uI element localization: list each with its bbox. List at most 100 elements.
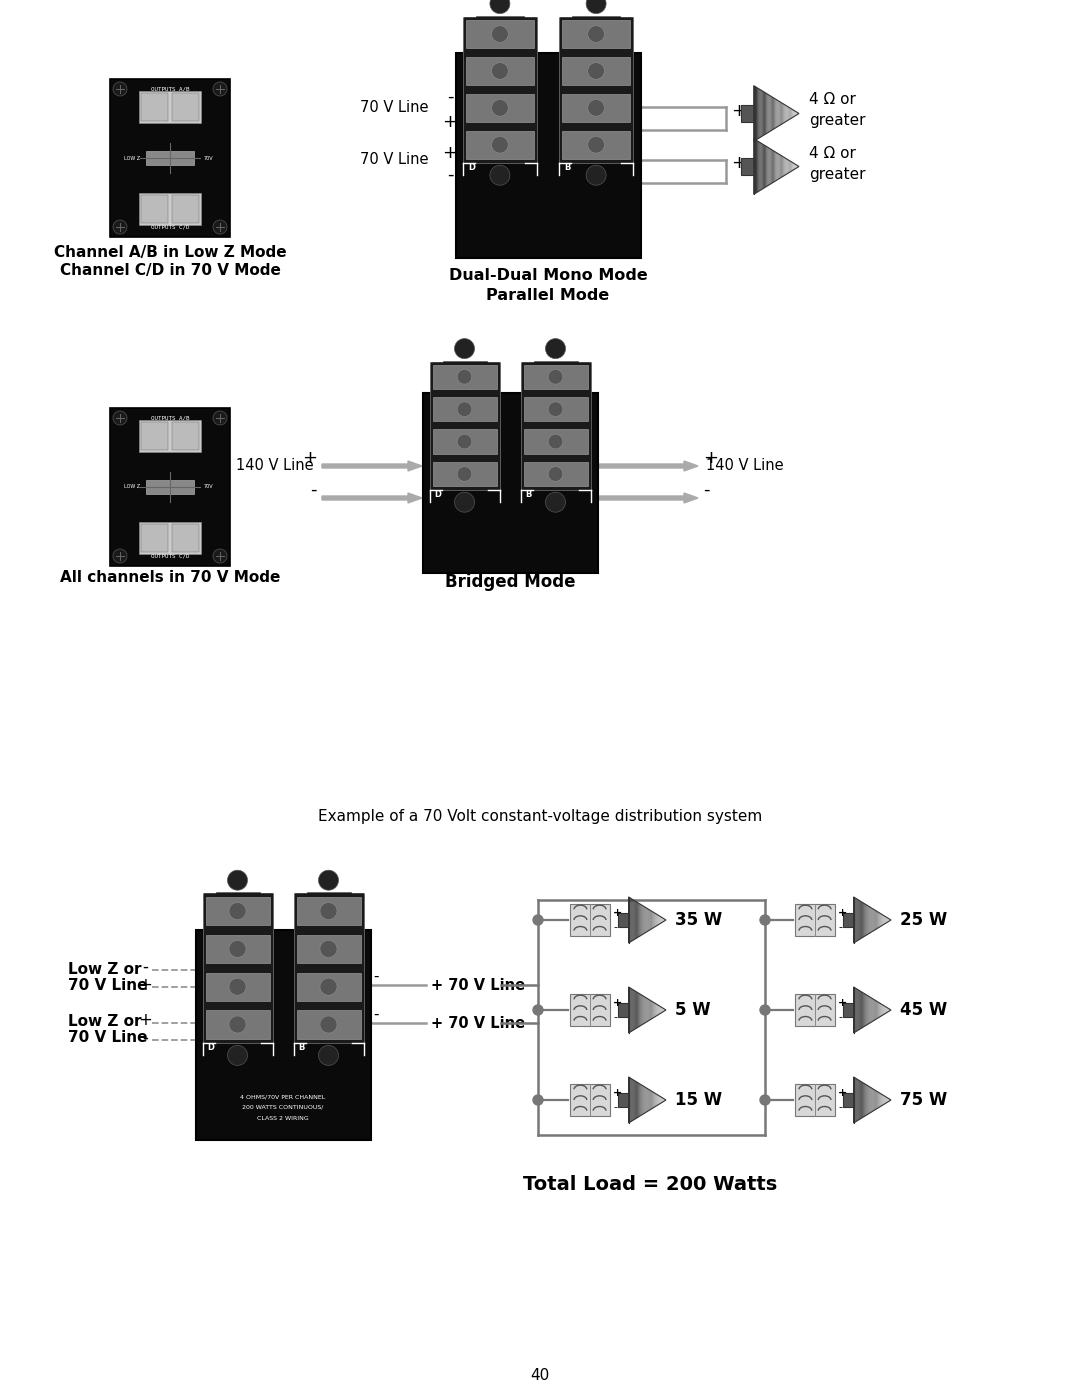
Polygon shape [765, 92, 766, 134]
Text: Example of a 70 Volt constant-voltage distribution system: Example of a 70 Volt constant-voltage di… [318, 809, 762, 824]
Bar [110, 80, 230, 237]
Polygon shape [762, 91, 764, 136]
Polygon shape [759, 142, 760, 191]
Text: +: + [443, 113, 458, 131]
Bar [570, 904, 610, 936]
Circle shape [320, 902, 337, 919]
Bar [172, 524, 199, 552]
Text: 4 OHMS/70V PER CHANNEL: 4 OHMS/70V PER CHANNEL [241, 1094, 326, 1099]
Text: Low Z or: Low Z or [68, 1014, 141, 1030]
Text: + 70 V Line: + 70 V Line [431, 978, 525, 992]
Text: 5 W: 5 W [675, 1002, 711, 1018]
Bar [562, 20, 630, 47]
Text: +: + [302, 448, 318, 467]
Polygon shape [758, 88, 759, 138]
Text: -: - [447, 88, 454, 106]
Bar [741, 158, 754, 175]
Polygon shape [767, 94, 769, 133]
Polygon shape [754, 85, 755, 141]
Circle shape [229, 978, 246, 995]
Text: Dual-Dual Mono Mode: Dual-Dual Mono Mode [448, 268, 647, 284]
Text: ⚡: ⚡ [568, 344, 576, 353]
Circle shape [534, 1004, 543, 1016]
Text: Parallel Mode: Parallel Mode [486, 288, 609, 303]
Circle shape [213, 549, 227, 563]
Text: A: A [564, 7, 570, 17]
Circle shape [549, 370, 563, 384]
Bar [172, 94, 199, 120]
Text: ⚡: ⚡ [477, 344, 484, 353]
Circle shape [549, 402, 563, 416]
Bar [140, 196, 168, 222]
Text: CLASS 2 WIRING: CLASS 2 WIRING [257, 1115, 309, 1120]
Polygon shape [782, 156, 783, 177]
Polygon shape [783, 156, 784, 176]
Polygon shape [796, 165, 797, 169]
FancyArrow shape [598, 493, 698, 503]
Bar [205, 1010, 270, 1039]
Bar [465, 94, 534, 122]
Polygon shape [795, 163, 796, 169]
Circle shape [213, 82, 227, 96]
Text: A: A [526, 352, 532, 360]
Polygon shape [779, 154, 780, 179]
Bar [741, 105, 754, 122]
Bar [422, 393, 597, 573]
Text: LOW Z: LOW Z [124, 485, 140, 489]
Polygon shape [761, 144, 762, 190]
Text: ⚡: ⚡ [609, 0, 616, 8]
Polygon shape [785, 105, 786, 122]
Circle shape [549, 467, 563, 482]
Polygon shape [787, 159, 788, 173]
Polygon shape [797, 112, 798, 115]
Bar [465, 57, 534, 85]
Polygon shape [785, 158, 786, 175]
Text: 45 W: 45 W [900, 1002, 947, 1018]
Text: ⚡: ⚡ [513, 0, 519, 8]
Text: ⚡: ⚡ [341, 875, 349, 886]
Circle shape [213, 411, 227, 425]
Bar [172, 422, 199, 450]
Text: +: + [838, 908, 847, 918]
Polygon shape [784, 105, 785, 123]
FancyArrow shape [322, 493, 422, 503]
Polygon shape [783, 103, 784, 123]
Text: -: - [613, 1102, 617, 1112]
Polygon shape [756, 87, 757, 140]
Circle shape [760, 915, 770, 925]
Text: 70 V Line: 70 V Line [360, 152, 429, 168]
Text: OUTPUTS A/B: OUTPUTS A/B [151, 415, 189, 420]
Circle shape [457, 467, 472, 482]
Polygon shape [764, 92, 765, 136]
Text: B: B [526, 490, 531, 499]
Polygon shape [778, 154, 779, 180]
Bar [559, 15, 633, 163]
Circle shape [320, 940, 337, 957]
Text: 140 V Line: 140 V Line [237, 458, 314, 474]
Circle shape [229, 940, 246, 957]
Circle shape [457, 434, 472, 448]
Bar [521, 360, 591, 490]
Text: -: - [703, 481, 710, 499]
Text: Bridged Mode: Bridged Mode [445, 573, 576, 591]
Text: -: - [838, 1102, 842, 1112]
Text: +: + [731, 155, 746, 172]
Bar [795, 1084, 835, 1116]
Circle shape [490, 165, 510, 186]
Polygon shape [778, 101, 779, 127]
Circle shape [319, 1045, 338, 1066]
Polygon shape [786, 159, 787, 175]
Polygon shape [784, 158, 785, 176]
Text: 200 WATTS CONTINUOUS/: 200 WATTS CONTINUOUS/ [242, 1105, 324, 1109]
Polygon shape [767, 147, 769, 186]
Text: -: - [838, 922, 842, 932]
Circle shape [213, 219, 227, 235]
Circle shape [457, 402, 472, 416]
Text: +: + [443, 144, 458, 162]
Text: 4 Ω or
greater: 4 Ω or greater [809, 92, 865, 129]
FancyArrow shape [469, 102, 555, 112]
Circle shape [113, 411, 127, 425]
Text: D: D [434, 490, 442, 499]
Circle shape [534, 1095, 543, 1105]
Circle shape [319, 870, 338, 890]
